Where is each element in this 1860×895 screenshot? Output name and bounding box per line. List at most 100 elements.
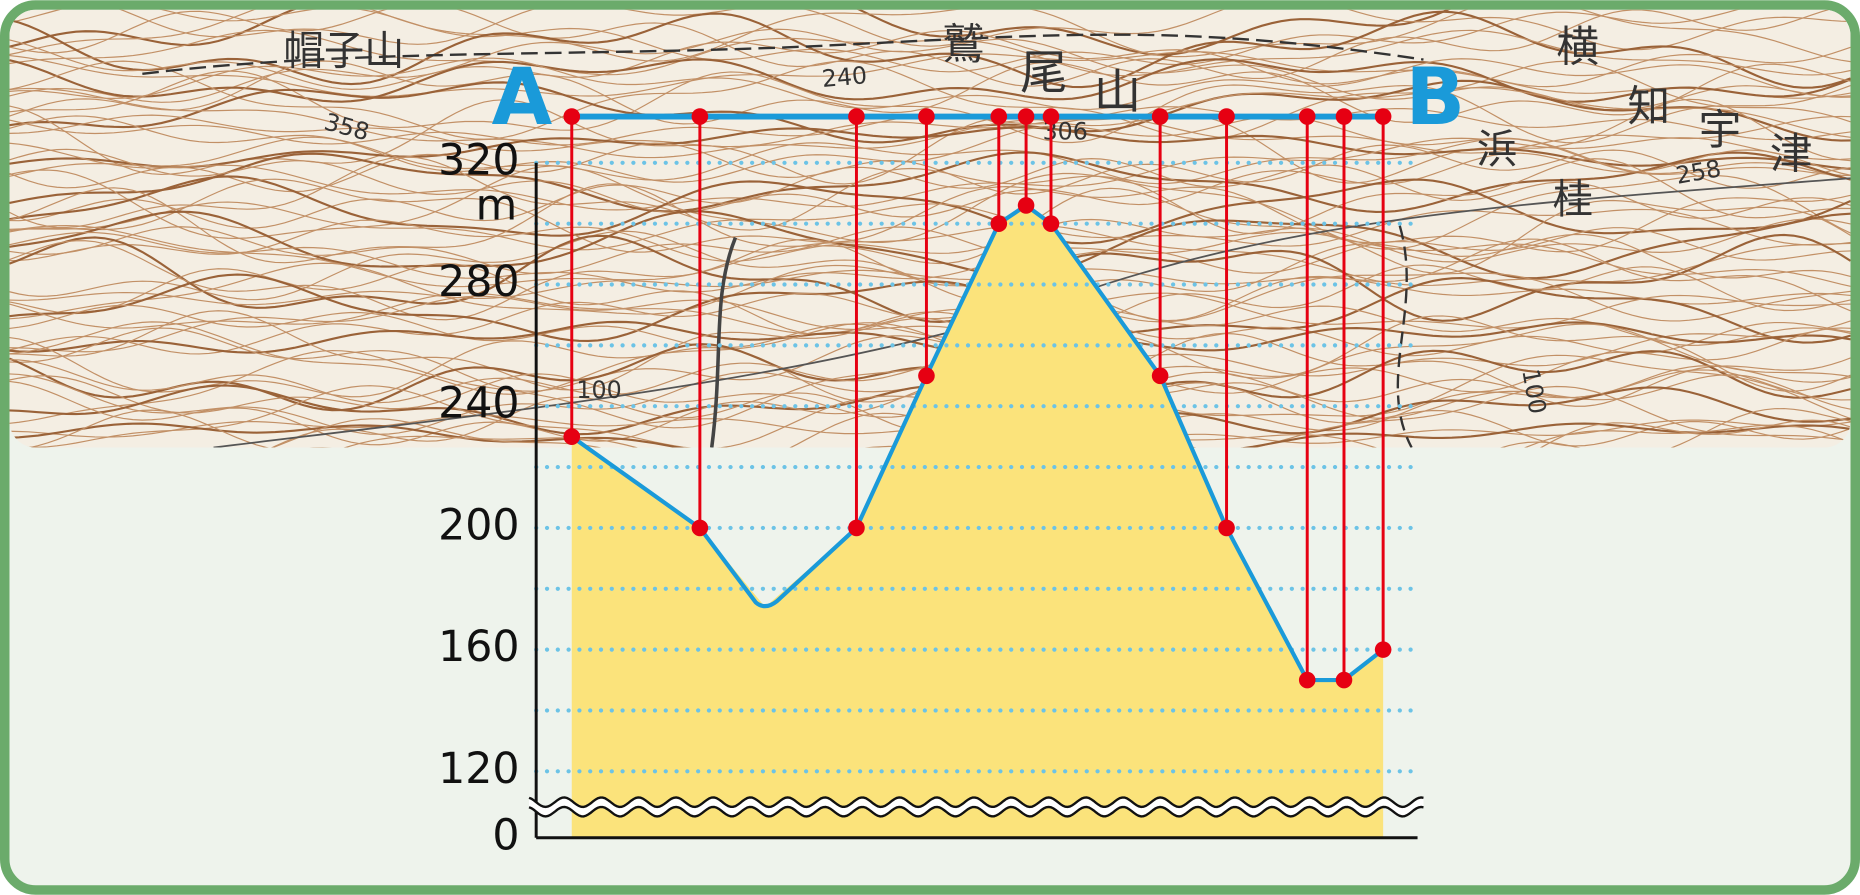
point-marker [1218, 519, 1235, 537]
contour [9, 321, 1851, 395]
top-marker [1151, 108, 1169, 125]
contour [9, 210, 1851, 280]
contour [9, 327, 1851, 393]
contour [9, 137, 1851, 211]
profile-line [569, 434, 702, 531]
map-label: 横 [1556, 23, 1599, 73]
contour [9, 126, 1851, 170]
contour [9, 295, 1851, 377]
contour [9, 9, 1851, 63]
top-marker [1298, 108, 1316, 125]
map-label: 100 [576, 376, 621, 404]
profile-line [1224, 525, 1310, 683]
point-marker [990, 215, 1008, 232]
contour [9, 224, 1851, 288]
contour [9, 51, 1851, 99]
top-marker [1017, 108, 1035, 125]
point-marker [1042, 215, 1060, 232]
contour [9, 136, 1851, 185]
point-marker [848, 519, 865, 537]
top-marker [1042, 108, 1060, 125]
path [1396, 225, 1413, 448]
map-label: 鷲 [942, 20, 985, 70]
contour [9, 320, 1851, 355]
terrain-fill [571, 205, 1384, 838]
profile-line [1048, 221, 1163, 378]
contour [9, 156, 1851, 235]
contour [9, 273, 1851, 344]
map-label: 宇 [1699, 106, 1742, 156]
contour [9, 10, 1851, 89]
point-marker [1151, 367, 1169, 385]
y-tick-label: 240 [438, 379, 519, 429]
point-marker [918, 367, 935, 385]
top-marker [918, 108, 935, 125]
contour [9, 9, 1851, 73]
point-marker [691, 519, 709, 537]
profile-line [1158, 373, 1229, 531]
map-label: 尾 [1020, 46, 1067, 101]
contour [9, 151, 1851, 213]
contour [9, 28, 1851, 111]
top-marker [1218, 108, 1235, 125]
contour [9, 115, 1851, 183]
contour [9, 60, 1851, 140]
y-tick-label: 160 [438, 622, 519, 672]
top-marker [1374, 108, 1392, 125]
top-marker [691, 108, 709, 125]
contour [9, 148, 1851, 218]
label-a: A [492, 52, 553, 143]
contour [9, 70, 1851, 144]
map-label: 山 [1094, 65, 1141, 120]
profile-line [854, 373, 929, 531]
contour [9, 201, 1851, 251]
profile-line [698, 526, 858, 609]
contour [9, 230, 1851, 304]
contour [9, 231, 1851, 293]
label-b: B [1405, 52, 1465, 143]
contour [9, 87, 1851, 159]
contour [9, 158, 1851, 229]
point-marker [563, 428, 581, 445]
contour [9, 238, 1851, 322]
map-label: 津 [1770, 129, 1813, 179]
break-line [528, 796, 1424, 809]
y-unit: m [476, 180, 518, 230]
contour [9, 9, 1851, 87]
contour [9, 310, 1851, 392]
map-label: 240 [821, 61, 869, 93]
contour [9, 79, 1851, 144]
contours [9, 9, 1851, 448]
road [142, 33, 1424, 76]
contour [9, 30, 1851, 90]
contour [9, 178, 1851, 253]
contour [9, 142, 1851, 195]
map-label: 知 [1628, 82, 1671, 132]
point-marker [1335, 671, 1353, 689]
contour [9, 218, 1851, 263]
contour [9, 9, 1851, 56]
y-tick-label: 0 [492, 810, 519, 860]
map-label: 桂 [1553, 176, 1593, 223]
top-marker [1335, 108, 1353, 125]
y-tick-label: 280 [438, 257, 519, 307]
map-label: 浜 [1477, 126, 1517, 173]
profile-line [924, 221, 1001, 378]
contour [9, 422, 1851, 448]
y-tick-label: 200 [438, 500, 519, 550]
top-marker [848, 108, 865, 125]
contour [9, 57, 1851, 111]
topographic-map: 帽子山 358 240 鷲 尾 山 306 258 100 100 横 知 宇 … [9, 9, 1851, 448]
rail [709, 236, 738, 448]
point-marker [1298, 671, 1316, 689]
map-label: 帽子山 [284, 28, 405, 75]
top-marker [563, 108, 581, 125]
point-marker [1017, 197, 1035, 214]
y-tick-label: 320 [438, 135, 519, 185]
top-marker [990, 108, 1008, 125]
contour [9, 268, 1851, 306]
contour [9, 226, 1851, 275]
